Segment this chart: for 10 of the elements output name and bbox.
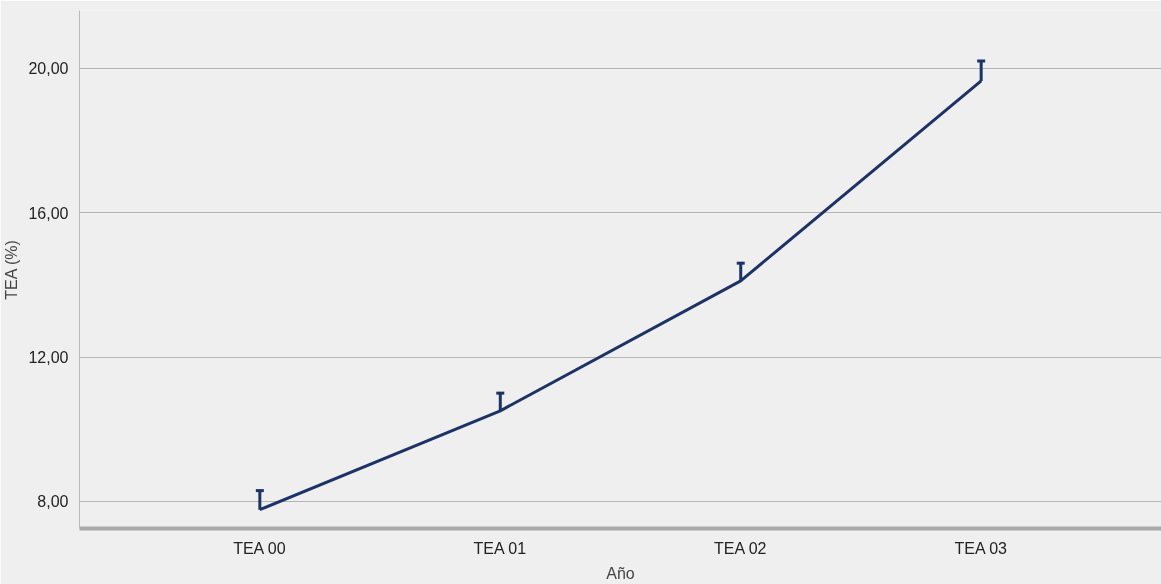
y-tick-label: 8,00 — [37, 493, 69, 511]
x-tick-label: TEA 01 — [473, 539, 527, 557]
y-tick-label: 12,00 — [28, 349, 69, 367]
x-tick-label: TEA 00 — [233, 539, 286, 557]
y-tick-label: 20,00 — [28, 60, 69, 78]
y-tick-label: 16,00 — [28, 204, 69, 222]
x-tick-label: TEA 02 — [714, 539, 767, 557]
x-axis-title: Año — [606, 564, 635, 582]
x-tick-label: TEA 03 — [954, 539, 1008, 557]
y-axis-title: TEA (%) — [3, 240, 21, 300]
